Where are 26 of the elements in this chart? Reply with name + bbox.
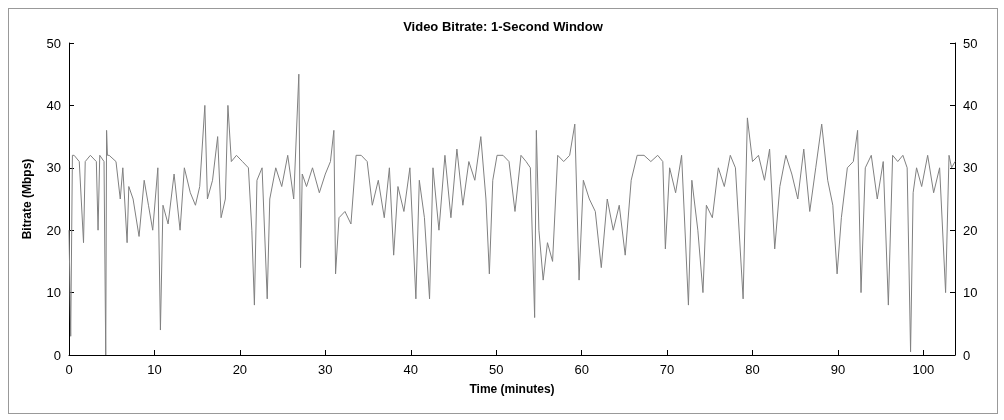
x-tick-label: 10: [147, 362, 162, 377]
y2-tick-label: 30: [963, 160, 978, 176]
y2-tick-label: 40: [963, 97, 978, 113]
x-tick-label: 90: [830, 362, 846, 377]
y-axis-title: Bitrate (Mbps): [20, 158, 34, 240]
y-tick-label: 0: [53, 347, 61, 363]
y2-tick-label: 50: [963, 35, 978, 51]
x-tick-label: 40: [403, 362, 418, 377]
y-tick-label: 20: [46, 222, 61, 238]
x-tick-label: 0: [65, 362, 73, 377]
x-tick-label: 60: [574, 362, 589, 377]
y-tick-label: 10: [46, 285, 61, 301]
x-tick-label: 50: [488, 362, 504, 377]
y-tick-label: 50: [46, 35, 61, 51]
x-tick-label: 30: [318, 362, 333, 377]
x-axis-title: Time (minutes): [469, 382, 555, 396]
x-tick-label: 100: [912, 362, 935, 377]
y2-tick-label: 10: [963, 285, 978, 301]
x-tick-label: 20: [232, 362, 248, 377]
y-tick-label: 40: [46, 97, 61, 113]
y2-tick-label: 0: [963, 347, 971, 363]
x-tick-label: 80: [745, 362, 760, 377]
chart-title: Video Bitrate: 1-Second Window: [403, 19, 604, 34]
y-tick-label: 30: [46, 160, 61, 176]
y2-tick-label: 20: [963, 222, 978, 238]
x-tick-label: 70: [659, 362, 675, 377]
